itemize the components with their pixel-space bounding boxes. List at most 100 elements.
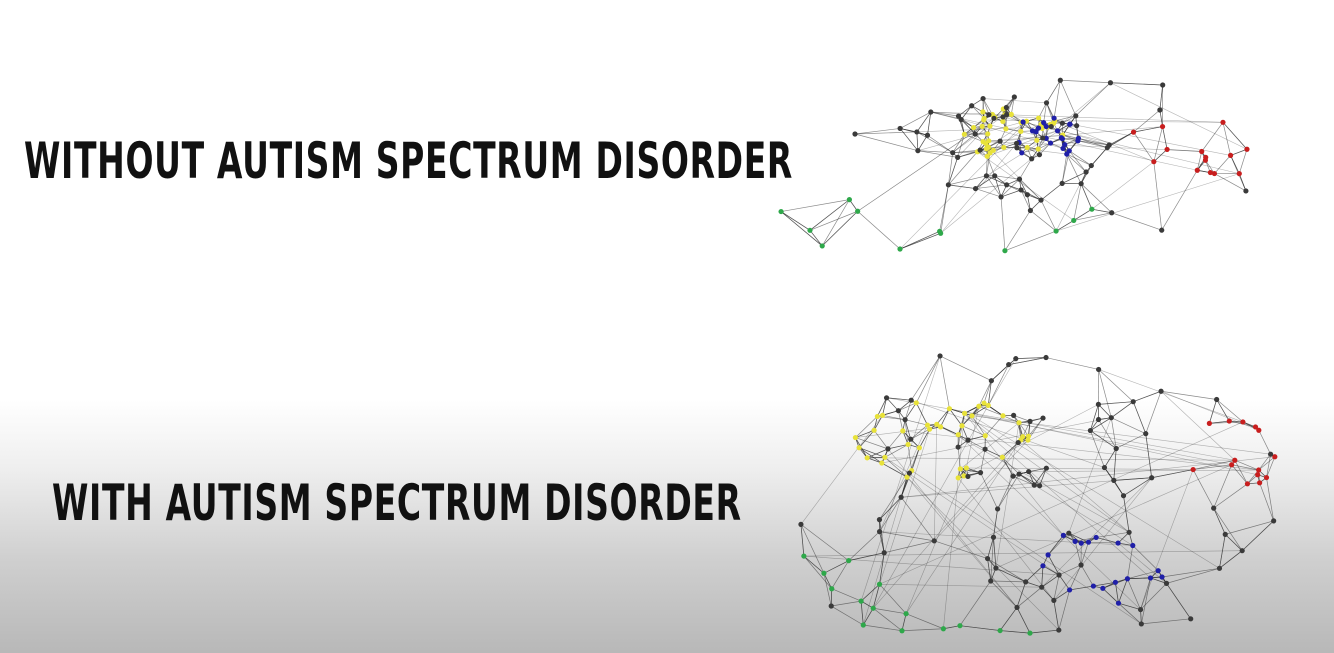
network-node [1211,505,1217,511]
network-edge [983,380,992,404]
network-edge [994,175,1020,180]
network-edge [1053,574,1060,601]
network-node [972,185,979,192]
network-node [876,581,883,587]
network-edge [966,406,980,469]
network-edge [982,98,985,119]
network-edge [994,175,1002,198]
network-node [904,474,910,480]
network-edge [1110,82,1163,86]
network-edge [916,131,953,153]
network-edge [1069,150,1092,166]
network-node [990,147,996,153]
network-node [828,603,834,609]
network-edge [971,415,986,436]
network-node [829,586,835,592]
network-node [950,150,956,156]
network-edge [949,408,1258,476]
network-edge [986,123,1070,177]
network-node [874,413,880,420]
network-node [1130,399,1136,405]
network-node [1027,207,1034,214]
network-edge [882,410,899,416]
network-edge [1025,581,1042,588]
network-edge [1104,448,1117,468]
network-edge [957,477,1055,601]
network-edge [1118,578,1128,604]
network-edge [1058,574,1070,591]
network-node [1214,396,1220,403]
network-edge [809,210,858,231]
network-edge [1259,482,1274,521]
network-edge [1118,602,1142,625]
network-node [1045,552,1051,558]
network-edge [1075,82,1111,117]
network-edge [800,524,805,557]
network-edge [1046,80,1061,103]
network-node [1124,576,1131,582]
network-node [1029,156,1035,162]
network-edge [1042,565,1060,576]
network-edge [1140,577,1151,610]
network-node [1003,104,1010,111]
network-edge [930,111,959,117]
network-node [988,578,994,584]
network-node [855,208,861,214]
network-edge [879,552,885,585]
network-node [945,182,951,188]
network-edge [960,119,976,135]
network-edge [803,555,832,589]
network-node [934,421,940,427]
network-edge [1258,453,1271,471]
network-node [1054,128,1061,134]
network-node [1027,630,1033,636]
network-node [1018,128,1024,135]
network-node [897,125,903,132]
network-edge [872,442,1019,609]
network-edge [1127,545,1134,579]
network-edge [1006,184,1028,196]
network-edge [917,135,928,151]
network-node [1194,167,1200,173]
network-node [1035,146,1041,152]
network-edge [1006,114,1022,123]
network-edge [943,413,965,629]
network-node [961,131,967,137]
network-edge [1110,82,1248,150]
network-edge [1053,600,1060,631]
network-edge [949,408,963,426]
network-edge [1090,417,1112,431]
network-node [1115,540,1121,546]
network-node [1093,534,1099,541]
network-node [1160,82,1166,88]
network-node [1071,217,1077,224]
network-edge [1193,459,1235,470]
network-node [1244,481,1251,487]
network-node [955,113,962,119]
network-edge [1117,542,1167,584]
network-node [821,570,827,576]
network-edge [933,424,938,541]
network-node [984,153,990,159]
network-node [1048,123,1054,130]
network-node [1243,188,1249,194]
network-edge [975,175,987,189]
network-node [1159,574,1165,580]
network-node [1263,474,1270,481]
network-edge [997,473,1020,510]
network-edge [1074,541,1082,566]
network-edge [934,439,1029,542]
network-edge [966,467,1194,470]
network-edge [867,448,889,459]
network-edge [1041,477,1152,588]
network-edge [1090,430,1105,468]
network-edge [780,211,811,231]
network-edge [1025,565,1044,583]
network-edge [1145,433,1153,478]
network-edge [1069,585,1094,591]
network-node [1256,427,1262,433]
network-node [924,422,931,428]
network-node [1203,154,1209,160]
network-edge [984,448,1003,458]
